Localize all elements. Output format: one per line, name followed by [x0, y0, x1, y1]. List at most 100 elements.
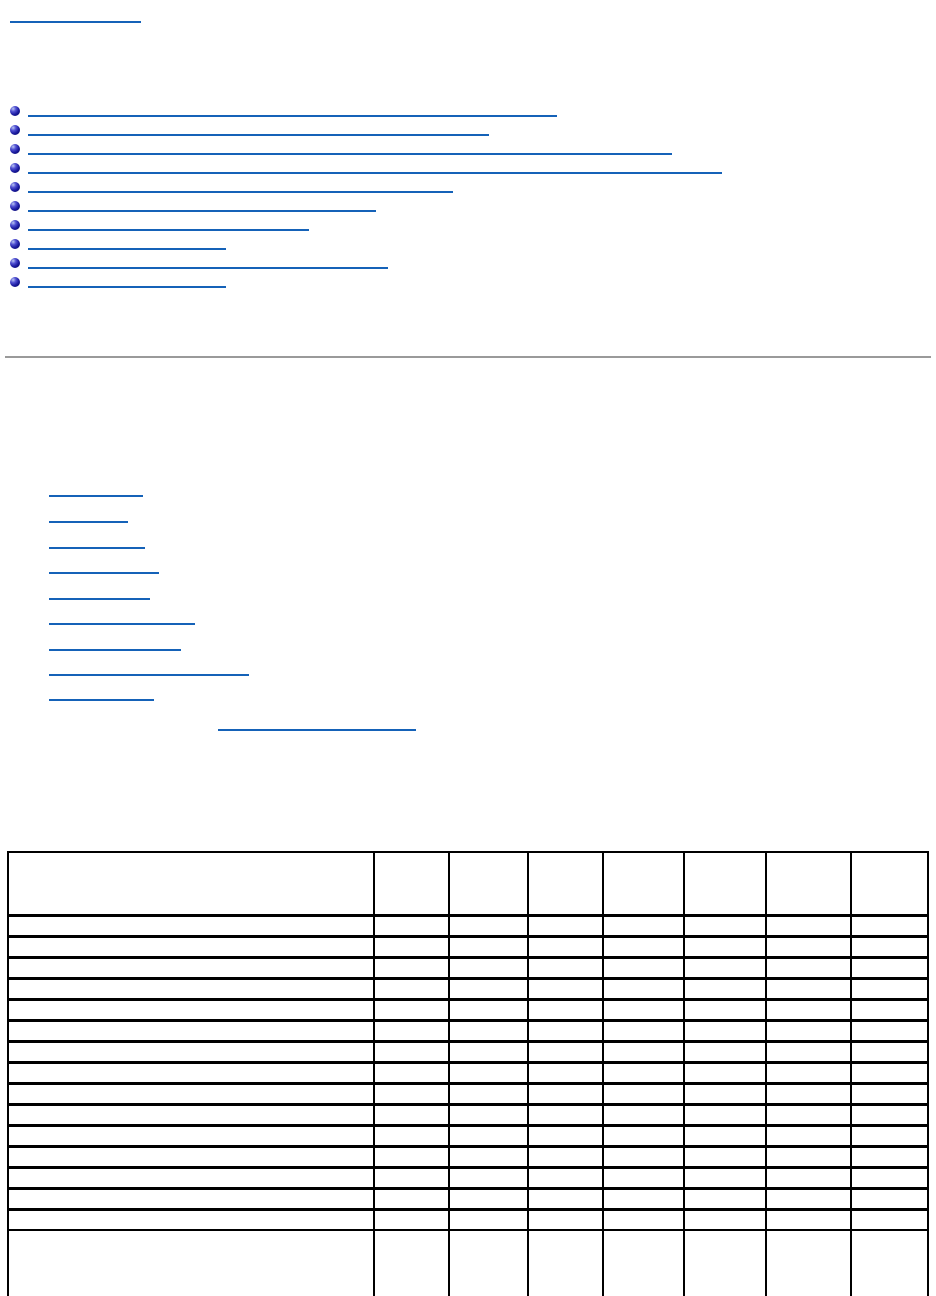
section-link-6[interactable]: [49, 611, 195, 625]
table-cell: [373, 1208, 450, 1231]
table-cell: [373, 1082, 450, 1106]
table-cell: [373, 1019, 450, 1043]
table-cell: [683, 1166, 767, 1190]
table-cell: [850, 1166, 929, 1190]
table-cell: [7, 935, 375, 959]
table-cell: [527, 851, 604, 917]
table-cell: [527, 1187, 604, 1211]
table-cell: [7, 977, 375, 1001]
table-cell: [373, 1166, 450, 1190]
table-cell: [7, 1229, 375, 1296]
section-link-9[interactable]: [49, 687, 154, 701]
table-cell: [7, 1124, 375, 1148]
table-cell: [850, 914, 929, 938]
table-cell: [602, 956, 685, 980]
table-cell: [765, 1061, 852, 1085]
table-cell: [850, 977, 929, 1001]
table-row-11: [7, 1124, 929, 1148]
table-cell: [448, 998, 529, 1022]
table-cell: [850, 1208, 929, 1231]
section-link-8[interactable]: [49, 662, 249, 676]
table-cell: [765, 1187, 852, 1211]
table-header-row: [7, 851, 929, 917]
table-cell: [765, 977, 852, 1001]
table-cell: [765, 1145, 852, 1169]
bullet-link-3[interactable]: [28, 141, 672, 155]
bullet-link-5[interactable]: [28, 179, 453, 193]
table-cell: [527, 1040, 604, 1064]
table-cell: [683, 1187, 767, 1211]
table-cell: [527, 998, 604, 1022]
table-cell: [683, 1061, 767, 1085]
table-cell: [7, 851, 375, 917]
table-cell: [373, 1187, 450, 1211]
bullet-sphere-icon: [10, 125, 20, 135]
table-cell: [683, 851, 767, 917]
bullet-sphere-icon: [10, 144, 20, 154]
bullet-sphere-icon: [10, 277, 20, 287]
table-cell: [7, 1187, 375, 1211]
bullet-link-4[interactable]: [28, 160, 722, 174]
table-cell: [850, 1103, 929, 1127]
table-cell: [373, 1040, 450, 1064]
table-cell: [765, 1124, 852, 1148]
table-cell: [7, 1208, 375, 1231]
table-cell: [527, 1124, 604, 1148]
table-cell: [373, 998, 450, 1022]
bullet-link-1[interactable]: [28, 103, 557, 117]
table-cell: [602, 1061, 685, 1085]
table-cell: [373, 851, 450, 917]
section-link-5[interactable]: [49, 586, 150, 600]
table-cell: [373, 1145, 450, 1169]
table-cell: [527, 1019, 604, 1043]
table-cell: [850, 1145, 929, 1169]
table-cell: [602, 1166, 685, 1190]
table-cell: [7, 1040, 375, 1064]
table-cell: [602, 1103, 685, 1127]
bullet-link-8[interactable]: [28, 236, 226, 250]
table-cell: [448, 1229, 529, 1296]
inline-paragraph-link[interactable]: [218, 717, 416, 731]
back-link[interactable]: [10, 9, 141, 23]
spec-table: [7, 851, 929, 1296]
bullet-link-6[interactable]: [28, 198, 376, 212]
table-cell: [850, 1229, 929, 1296]
table-cell: [602, 977, 685, 1001]
table-cell: [765, 851, 852, 917]
table-cell: [850, 1124, 929, 1148]
section-link-3[interactable]: [49, 535, 145, 549]
spec-table-container: [7, 851, 929, 1296]
table-row-12: [7, 1145, 929, 1169]
table-cell: [765, 1082, 852, 1106]
bullet-sphere-icon: [10, 182, 20, 192]
table-cell: [683, 1145, 767, 1169]
bullet-link-10[interactable]: [28, 274, 226, 288]
section-link-7[interactable]: [49, 637, 181, 651]
table-cell: [602, 1124, 685, 1148]
table-cell: [850, 851, 929, 917]
table-tall-row: [7, 1229, 929, 1296]
bullet-link-9[interactable]: [28, 255, 388, 269]
table-cell: [765, 914, 852, 938]
section-link-4[interactable]: [49, 560, 159, 574]
table-cell: [7, 1061, 375, 1085]
table-cell: [527, 1166, 604, 1190]
table-row-3: [7, 956, 929, 980]
table-cell: [602, 935, 685, 959]
table-cell: [850, 1082, 929, 1106]
table-cell: [765, 998, 852, 1022]
table-cell: [448, 914, 529, 938]
table-row-5: [7, 998, 929, 1022]
bullet-sphere-icon: [10, 239, 20, 249]
bullet-link-7[interactable]: [28, 217, 309, 231]
table-cell: [765, 1040, 852, 1064]
table-row-14: [7, 1187, 929, 1211]
section-link-1[interactable]: [49, 483, 143, 497]
table-row-8: [7, 1061, 929, 1085]
section-link-2[interactable]: [49, 509, 128, 523]
table-cell: [765, 1019, 852, 1043]
table-cell: [7, 1082, 375, 1106]
table-cell: [7, 1145, 375, 1169]
bullet-link-2[interactable]: [28, 122, 489, 136]
table-cell: [850, 935, 929, 959]
